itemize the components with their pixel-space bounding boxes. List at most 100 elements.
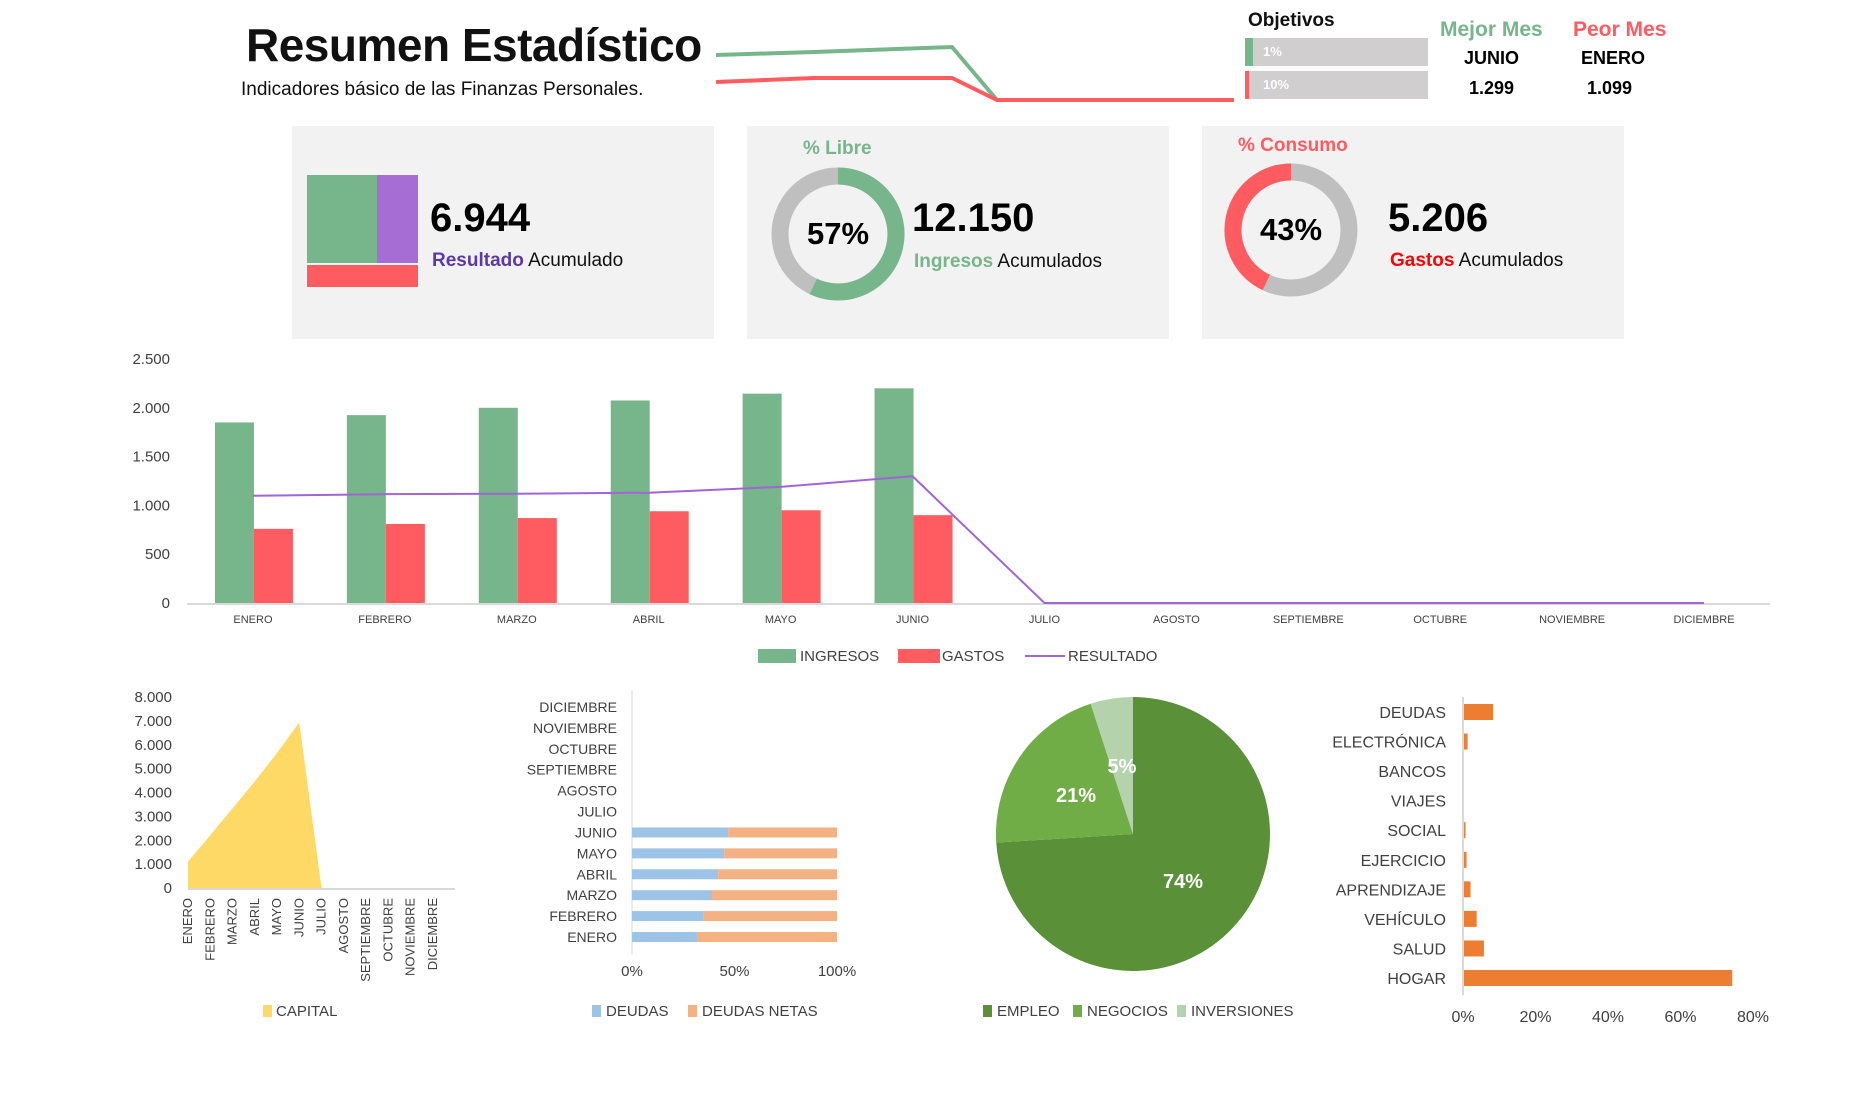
y-tick-label: 4.000 [134, 785, 172, 802]
objetivo-label: 1% [1263, 44, 1282, 59]
y-tick-label: MAYO [577, 845, 617, 861]
objetivos-label: Objetivos [1248, 10, 1335, 31]
y-tick-label: VEHÍCULO [1364, 910, 1446, 929]
ingresos-label-rest: Acumulados [993, 251, 1102, 272]
y-tick-label: JULIO [577, 804, 617, 820]
x-tick-label: SEPTIEMBRE [1273, 614, 1344, 626]
y-tick-label: HOGAR [1387, 971, 1446, 988]
bar-deudas-netas [724, 848, 837, 859]
bar-ingresos [478, 407, 518, 603]
bar-gastos [649, 511, 689, 603]
sparkline-gastos [715, 76, 1234, 102]
y-tick-label: 1.000 [134, 856, 172, 873]
y-tick-label: SEPTIEMBRE [527, 762, 617, 778]
bar-categoria [1464, 940, 1484, 957]
debts-stacked-bar-chart: DICIEMBRE NOVIEMBRE OCTUBRE SEPTIEMBRE AGOST… [527, 690, 856, 1020]
y-tick-label: MARZO [566, 887, 617, 903]
x-tick-label: FEBRERO [358, 614, 412, 626]
card-gastos: % Consumo 43% 5.206 Gastos Acumulados [1202, 126, 1624, 339]
x-tick-label: ABRIL [247, 898, 262, 936]
bar-categoria [1464, 881, 1471, 898]
x-tick-label: 100% [818, 963, 856, 980]
bar-gastos [781, 510, 821, 603]
bar-categoria [1464, 851, 1467, 868]
x-tick-label: MARZO [225, 898, 240, 945]
resultado-label-rest: Acumulado [523, 250, 624, 271]
bar-categoria [1464, 733, 1468, 750]
libre-percent: 57% [807, 216, 869, 251]
income-pie-chart: 74% 21% 5% EMPLEO NEGOCIOS INVERSIONES [983, 697, 1294, 1020]
pie-data-label: 74% [1163, 871, 1203, 893]
bar-gastos [253, 528, 293, 603]
resultado-ingresos-block [307, 175, 377, 263]
category-bar-chart: DEUDAS ELECTRÓNICA BANCOS VIAJES SOCIAL EJERC… [1332, 697, 1769, 1026]
libre-donut: 57% [771, 167, 905, 301]
pie-slice-empleo [996, 697, 1270, 971]
legend-label: NEGOCIOS [1087, 1003, 1168, 1020]
bar-deudas [632, 932, 698, 942]
monthly-bar-chart: 0 500 1.000 1.500 2.000 2.500 ENERO FEBRERO MARZ… [132, 351, 1770, 665]
x-tick-label: DICIEMBRE [425, 898, 440, 971]
mejor-mes-value: 1.299 [1469, 78, 1515, 98]
resultado-resultado-block [377, 175, 418, 263]
peor-mes-value: 1.099 [1587, 78, 1633, 98]
legend-label-deudas: DEUDAS [606, 1003, 669, 1020]
bar-deudas [632, 869, 719, 880]
x-tick-label: 0% [621, 963, 643, 980]
x-tick-label: JUNIO [291, 898, 306, 937]
x-tick-label: AGOSTO [336, 898, 351, 953]
legend-swatch-capital [263, 1005, 272, 1017]
y-tick-label: AGOSTO [557, 783, 617, 799]
gastos-label-rest: Acumulados [1454, 250, 1564, 271]
bar-ingresos [874, 388, 914, 603]
x-tick-label: OCTUBRE [380, 898, 395, 962]
x-tick-label: SEPTIEMBRE [358, 898, 373, 982]
line-resultado [252, 475, 1705, 604]
bar-categoria [1464, 970, 1733, 986]
y-tick-label: 2.000 [134, 832, 172, 849]
page-subtitle: Indicadores básico de las Finanzas Perso… [241, 79, 644, 100]
pie-data-label: 21% [1056, 785, 1096, 807]
consumo-percent: 43% [1260, 212, 1322, 247]
x-tick-label: MARZO [497, 614, 537, 626]
bar-gastos [913, 515, 953, 603]
legend-swatch-gastos [898, 649, 940, 663]
y-tick-label: ELECTRÓNICA [1332, 733, 1446, 752]
y-tick-label: 1.000 [132, 497, 170, 514]
sparklines [715, 44, 1234, 102]
bar-deudas-netas [697, 932, 837, 942]
bar-deudas-netas [718, 869, 837, 880]
y-tick-label: NOVIEMBRE [533, 720, 617, 736]
consumo-donut: 43% [1224, 163, 1358, 297]
legend-label: INVERSIONES [1191, 1003, 1294, 1020]
x-tick-label: FEBRERO [202, 898, 217, 961]
ingresos-label-strong: Ingresos [914, 251, 994, 272]
capital-area-chart: 0 1.000 2.000 3.000 4.000 5.000 6.000 7.000 8.00… [134, 689, 455, 1020]
y-tick-label: 500 [145, 546, 170, 563]
ingresos-value: 12.150 [912, 196, 1035, 240]
x-tick-label: NOVIEMBRE [1539, 614, 1605, 626]
bar-ingresos [742, 393, 782, 603]
page-title: Resumen Estadístico [246, 19, 702, 71]
x-tick-label: JULIO [314, 898, 329, 935]
y-tick-label: 2.000 [132, 400, 170, 417]
x-tick-label: 80% [1737, 1009, 1769, 1026]
x-tick-label: ENERO [233, 614, 273, 626]
x-tick-label: OCTUBRE [1413, 614, 1467, 626]
objetivo-fill [1245, 38, 1253, 66]
y-tick-label: JUNIO [575, 824, 617, 840]
x-tick-label: MAYO [269, 898, 284, 935]
legend-label-ingresos: INGRESOS [800, 648, 879, 665]
bar-deudas [632, 911, 704, 922]
bar-categoria [1464, 704, 1493, 720]
gastos-label-strong: Gastos [1390, 250, 1455, 271]
donut-value-arc [1224, 163, 1292, 291]
x-tick-label: 40% [1592, 1009, 1624, 1026]
bar-categoria [1464, 910, 1477, 927]
x-tick-label: MAYO [765, 614, 797, 626]
x-tick-label: NOVIEMBRE [403, 898, 418, 976]
y-tick-label: 6.000 [134, 737, 172, 754]
libre-title: % Libre [803, 138, 872, 159]
y-tick-label: 0 [164, 880, 172, 897]
